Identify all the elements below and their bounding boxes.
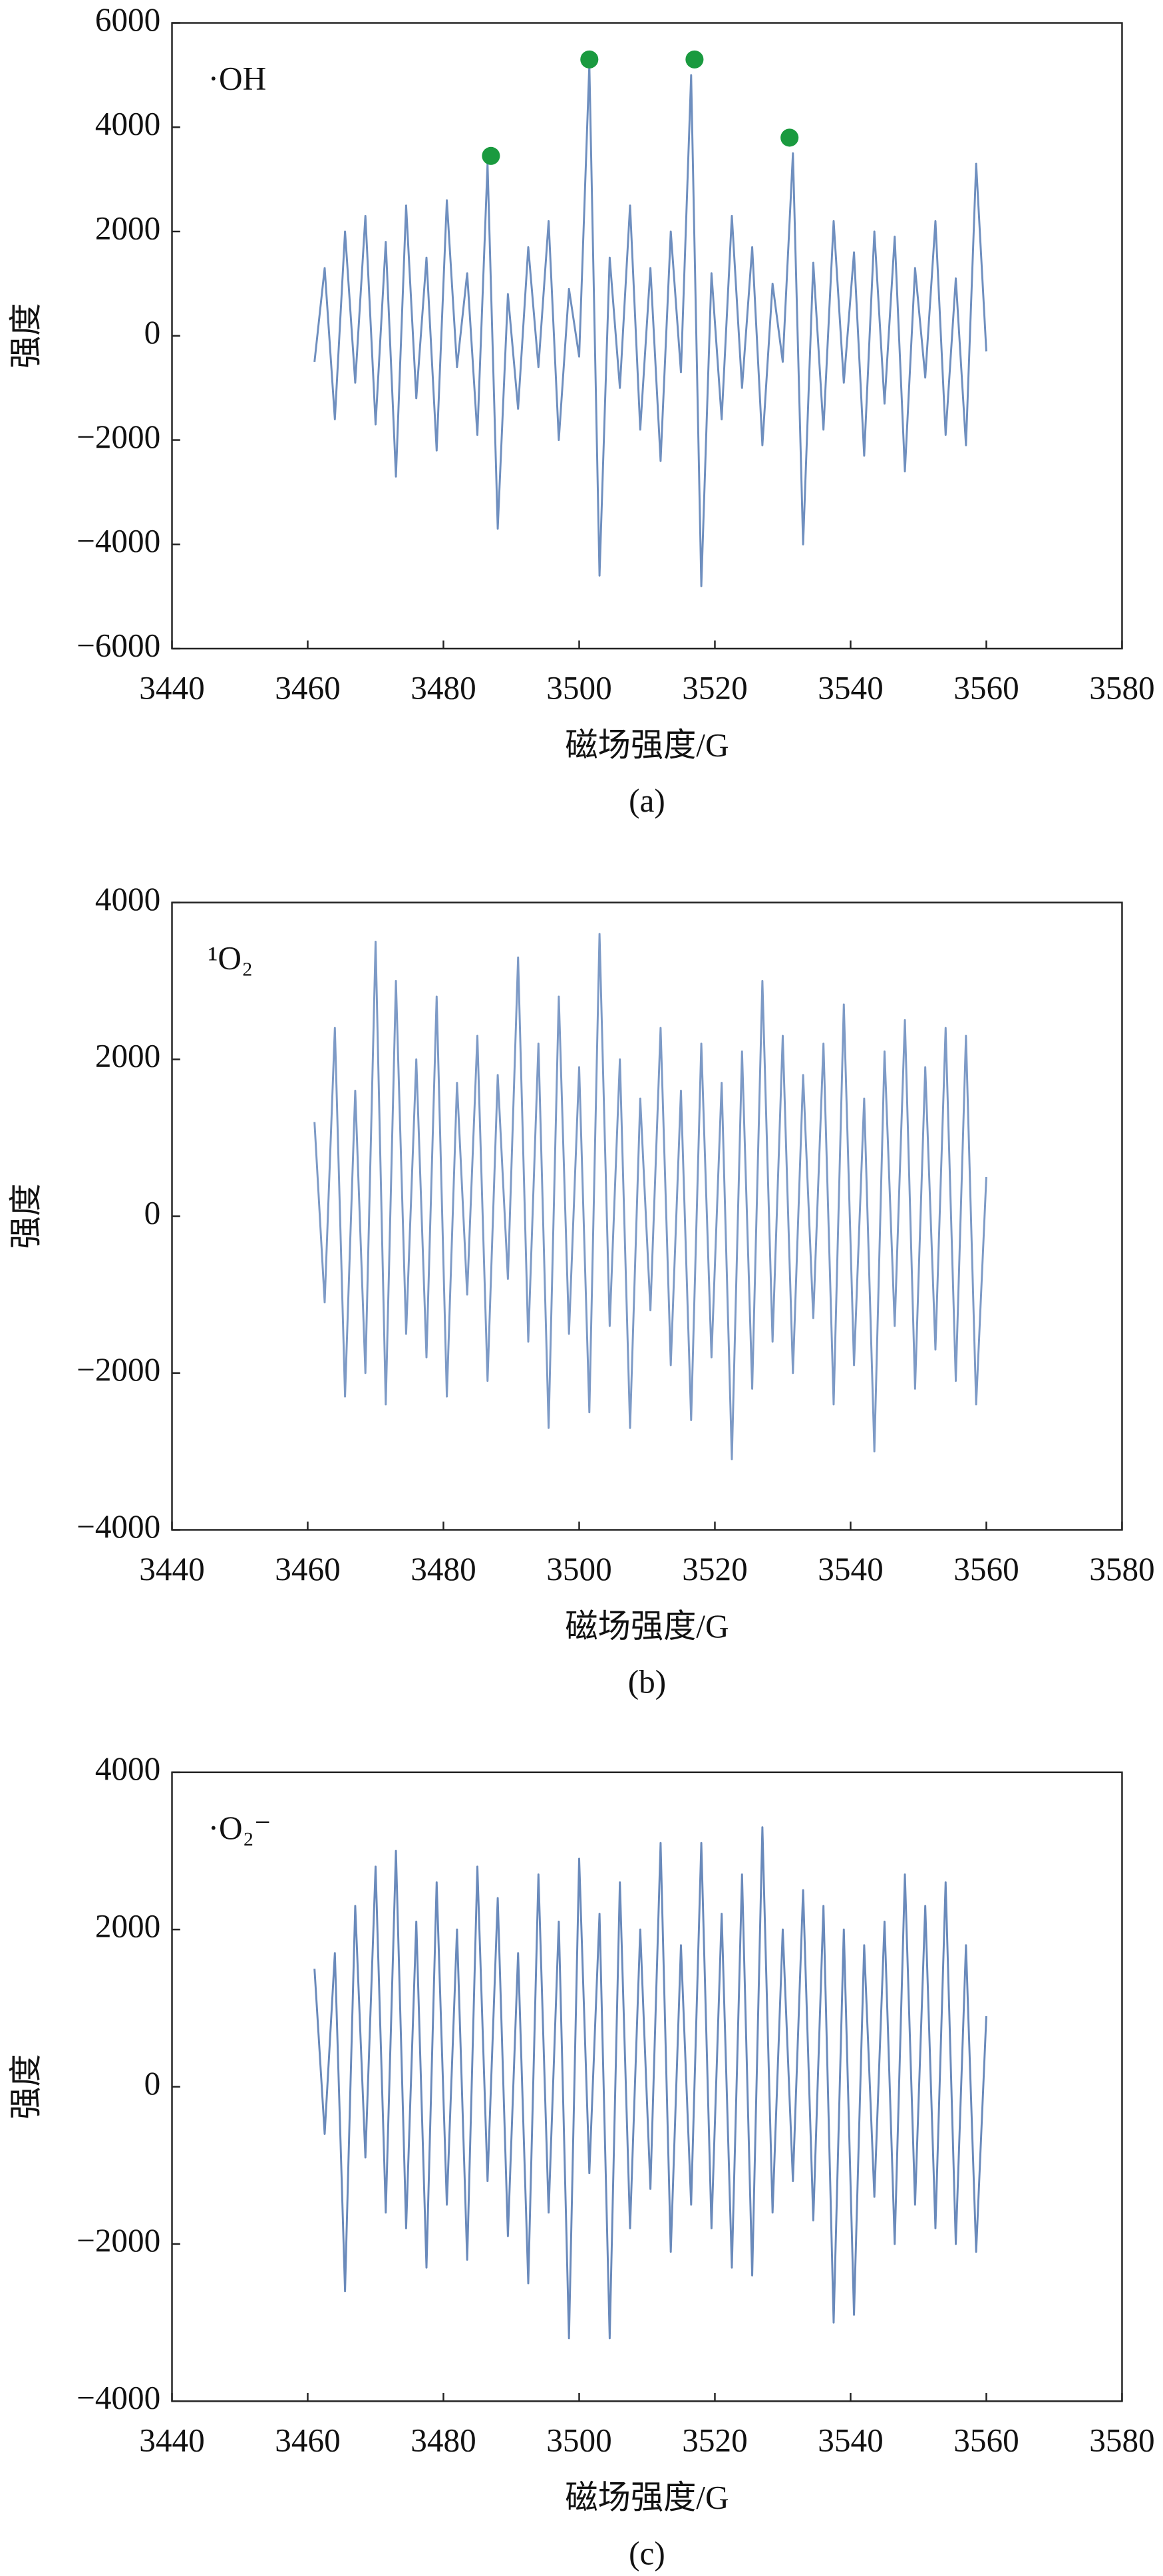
y-tick-label: 2000: [95, 1038, 160, 1074]
y-tick-label: −4000: [77, 1508, 160, 1545]
caption: (c): [629, 2535, 665, 2571]
caption: (b): [628, 1664, 666, 1700]
annotation: ·OH: [208, 60, 266, 96]
x-tick-label: 3460: [275, 1551, 340, 1587]
y-tick-label: 4000: [95, 881, 160, 917]
y-tick-label: 6000: [95, 1, 160, 38]
y-tick-label: −2000: [77, 1351, 160, 1388]
caption: (a): [629, 782, 665, 819]
y-tick-label: −4000: [77, 2380, 160, 2416]
x-axis-label: 磁场强度/G: [565, 2480, 729, 2516]
x-tick-label: 3480: [411, 669, 476, 706]
x-tick-label: 3560: [953, 1551, 1019, 1587]
x-tick-label: 3500: [546, 2422, 611, 2459]
x-tick-label: 3440: [139, 1551, 204, 1587]
x-tick-label: 3500: [546, 1551, 611, 1587]
x-tick-label: 3440: [139, 669, 204, 706]
x-axis-label: 磁场强度/G: [565, 1608, 729, 1645]
x-tick-label: 3540: [818, 669, 883, 706]
y-tick-label: −6000: [77, 627, 160, 663]
x-tick-label: 3520: [682, 669, 747, 706]
y-tick-label: 2000: [95, 210, 160, 246]
annotation: ·O₂⁻: [208, 1810, 271, 1846]
peak-marker: [685, 50, 704, 69]
data-line: [313, 63, 987, 587]
y-tick-label: 0: [144, 2065, 161, 2102]
x-tick-label: 3560: [953, 2422, 1019, 2459]
x-tick-label: 3580: [1089, 2422, 1154, 2459]
x-tick-label: 3520: [682, 2422, 747, 2459]
data-line: [313, 1826, 987, 2340]
x-tick-label: 3500: [546, 669, 611, 706]
annotation: ¹O₂: [208, 940, 253, 977]
x-tick-label: 3580: [1089, 1551, 1154, 1587]
x-tick-label: 3460: [275, 669, 340, 706]
y-axis-label: 强度: [8, 303, 45, 369]
y-tick-label: −2000: [77, 2222, 160, 2259]
peak-marker: [580, 50, 599, 69]
data-line: [313, 933, 987, 1460]
y-tick-label: 0: [144, 1194, 161, 1231]
peak-marker: [780, 128, 799, 147]
x-tick-label: 3440: [139, 2422, 204, 2459]
y-tick-label: 4000: [95, 106, 160, 142]
x-tick-label: 3520: [682, 1551, 747, 1587]
y-tick-label: −2000: [77, 418, 160, 455]
plot-frame: [171, 901, 1123, 1531]
x-tick-label: 3540: [818, 2422, 883, 2459]
y-axis-label: 强度: [8, 1184, 45, 1249]
y-axis-label: 强度: [8, 2054, 45, 2119]
x-tick-label: 3580: [1089, 669, 1154, 706]
x-axis-label: 磁场强度/G: [565, 726, 729, 763]
y-tick-label: −4000: [77, 523, 160, 560]
y-tick-label: 4000: [95, 1750, 160, 1787]
x-tick-label: 3460: [275, 2422, 340, 2459]
x-tick-label: 3480: [411, 2422, 476, 2459]
x-tick-label: 3540: [818, 1551, 883, 1587]
y-tick-label: 2000: [95, 1908, 160, 1945]
x-tick-label: 3560: [953, 669, 1019, 706]
y-tick-label: 0: [144, 314, 161, 351]
x-tick-label: 3480: [411, 1551, 476, 1587]
peak-marker: [482, 146, 500, 165]
